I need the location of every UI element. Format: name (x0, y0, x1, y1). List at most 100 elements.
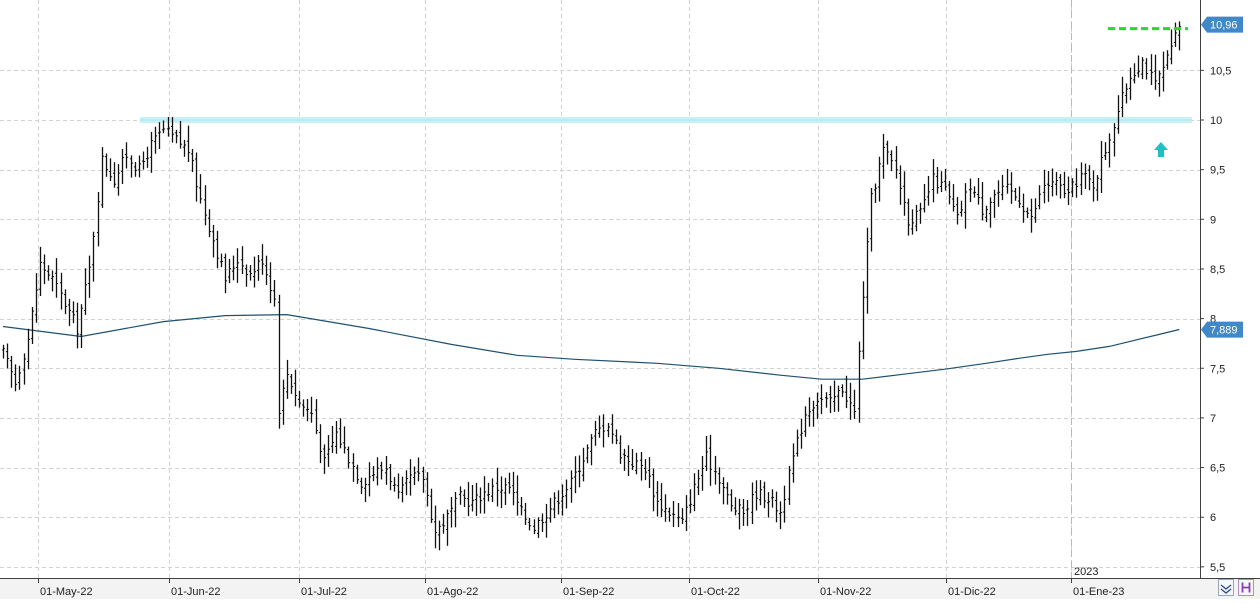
price-bar (1000, 174, 1005, 201)
price-bar (943, 168, 948, 191)
price-bar (166, 116, 171, 137)
price-bar (240, 246, 245, 274)
price-bar (634, 452, 639, 475)
price-bar (46, 265, 51, 281)
price-bar (170, 117, 175, 143)
price-bar (141, 151, 146, 170)
price-bar (367, 462, 372, 497)
price-bar (42, 254, 47, 285)
price-bar (708, 434, 713, 486)
price-bar (626, 445, 631, 476)
price-bar (272, 280, 277, 307)
price-bar (815, 392, 820, 420)
price-bar (910, 209, 915, 235)
price-bar (585, 444, 590, 464)
scroll-right-button[interactable] (1218, 579, 1234, 596)
price-bar (268, 262, 273, 304)
price-bar (412, 466, 417, 486)
price-bar (445, 509, 450, 546)
price-bar (1165, 50, 1170, 70)
price-bar (926, 176, 931, 206)
price-bar (663, 494, 668, 522)
price-bar (13, 364, 18, 392)
price-bar (289, 374, 294, 394)
price-bar (976, 178, 981, 205)
y-tick-label: 8 (1210, 314, 1216, 326)
price-bar (955, 196, 960, 225)
price-bar (458, 486, 463, 505)
price-bar (1009, 172, 1014, 204)
price-bar (351, 453, 356, 482)
price-bar (515, 475, 520, 516)
price-bar (824, 392, 829, 408)
price-bar (844, 375, 849, 409)
price-bar (174, 129, 179, 144)
price-bar (622, 448, 627, 471)
price-bar (215, 230, 220, 269)
price-bar (392, 477, 397, 492)
price-bar (1033, 198, 1038, 223)
price-bar (729, 489, 734, 512)
x-tick-label: 01-Ene-23 (1073, 586, 1124, 598)
price-bar (552, 492, 557, 519)
price-bar (1062, 171, 1067, 199)
price-bar (54, 258, 59, 298)
price-bar (248, 265, 253, 281)
price-bar (334, 421, 339, 454)
price-bar (305, 399, 310, 422)
price-bar (667, 507, 672, 522)
price-bar (639, 452, 644, 481)
price-bar (573, 456, 578, 494)
last-price-tag-text: 10,96 (1210, 20, 1238, 32)
price-bar (1103, 142, 1108, 160)
price-bar (1083, 163, 1088, 190)
price-bar (741, 499, 746, 526)
price-bar (980, 182, 985, 221)
price-bar (593, 420, 598, 446)
price-bar (750, 482, 755, 524)
price-bar (129, 155, 134, 178)
moving-average-tag-text: 7,889 (1210, 325, 1238, 337)
price-bar (745, 500, 750, 526)
price-bar (421, 466, 426, 493)
price-bar (408, 459, 413, 496)
x-tick-label: 01-Jul-22 (301, 586, 347, 598)
price-bar (881, 133, 886, 179)
price-bar (137, 155, 142, 178)
price-bar (569, 470, 574, 503)
price-bar (260, 244, 265, 275)
x-tick-label: 01-Sep-22 (563, 586, 614, 598)
price-bar (359, 477, 364, 495)
price-bar (1025, 207, 1030, 219)
help-button[interactable] (1238, 579, 1254, 596)
price-bar (416, 457, 421, 482)
price-bar (544, 503, 549, 538)
price-bar (235, 248, 240, 283)
price-bar (1136, 55, 1141, 78)
price-bar (400, 476, 405, 503)
x-tick-labels: 01-May-22 01-Jun-22 01-Jul-22 01-Ago-22 01-S… (38, 578, 1124, 598)
price-bar (643, 459, 648, 481)
price-bar (947, 180, 952, 205)
price-bar (1091, 170, 1096, 202)
price-bar (87, 255, 92, 298)
price-bar (828, 385, 833, 413)
price-bar (906, 198, 911, 236)
price-bar (1050, 168, 1055, 197)
price-bar (100, 147, 105, 208)
price-bar (346, 446, 351, 469)
price-bar (996, 180, 1001, 207)
price-bar (161, 120, 166, 134)
price-bar (1140, 57, 1145, 80)
price-bar (848, 382, 853, 420)
price-bar (26, 328, 31, 370)
price-bar (885, 140, 890, 165)
price-bar (486, 482, 491, 502)
up-arrow-icon (1154, 142, 1168, 157)
price-bar (704, 436, 709, 471)
price-bar (774, 491, 779, 523)
price-bar (696, 469, 701, 496)
price-bar (762, 481, 767, 509)
price-bar (1029, 198, 1034, 233)
y-tick-label: 10 (1210, 115, 1222, 127)
